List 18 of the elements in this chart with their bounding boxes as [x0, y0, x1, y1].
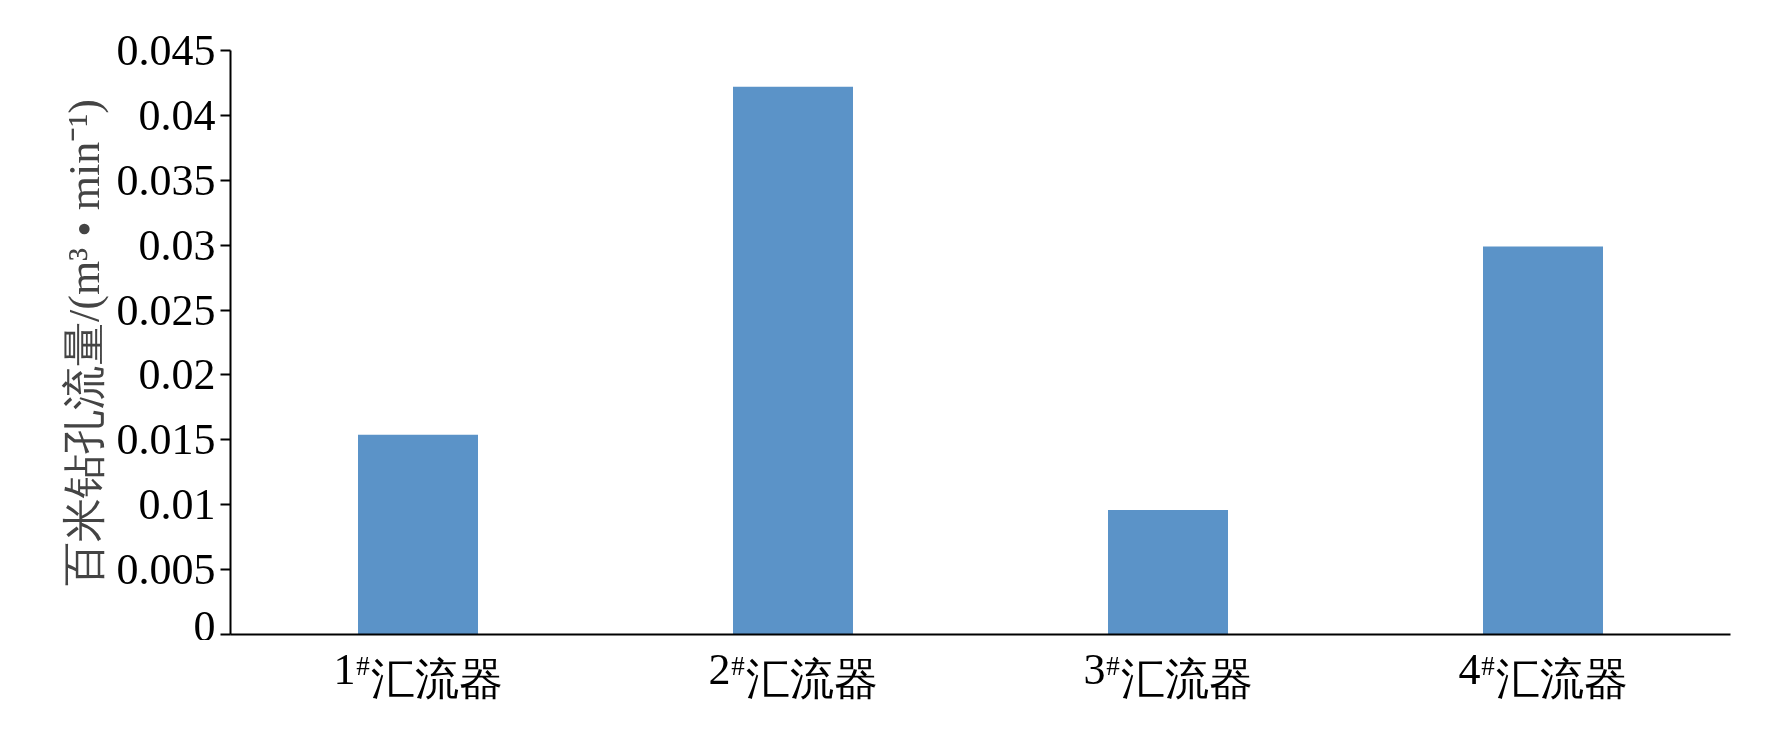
- y-tick-label: 0.03: [138, 220, 216, 270]
- y-tick-label: 0.04: [138, 90, 216, 140]
- y-tick-label: 0.01: [138, 480, 216, 530]
- x-tick-label: 1#汇流器: [333, 644, 503, 704]
- y-tick-label: 0.005: [116, 545, 216, 595]
- y-axis-title: 百米钻孔流量/(m³ • min⁻¹): [59, 99, 109, 586]
- y-tick-label: 0.035: [116, 155, 216, 205]
- bar: [358, 434, 478, 635]
- y-tick-label: 0.02: [138, 350, 216, 400]
- y-tick-label: 0.045: [116, 26, 216, 75]
- x-tick-label: 4#汇流器: [1458, 644, 1628, 704]
- y-tick-label: 0.025: [116, 285, 216, 335]
- x-tick-label: 2#汇流器: [708, 644, 878, 704]
- bar: [1108, 509, 1228, 635]
- bar: [733, 86, 853, 635]
- y-tick-label: 0.015: [116, 415, 216, 465]
- bar: [1483, 246, 1603, 635]
- x-tick-label: 3#汇流器: [1083, 644, 1253, 704]
